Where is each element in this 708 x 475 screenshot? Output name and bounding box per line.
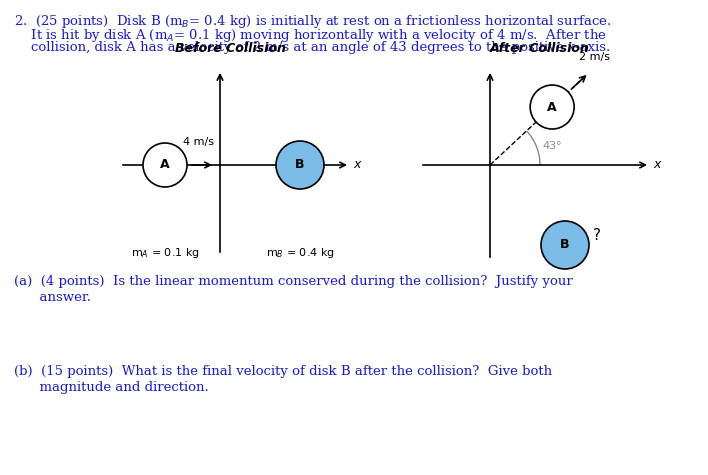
Text: A: A — [547, 101, 557, 114]
Circle shape — [143, 143, 187, 187]
Text: After Collision: After Collision — [490, 42, 590, 55]
Text: B: B — [560, 238, 570, 251]
Text: ?: ? — [593, 228, 601, 243]
Text: m$_{A}$ = 0.1 kg: m$_{A}$ = 0.1 kg — [130, 246, 200, 260]
Text: answer.: answer. — [14, 291, 91, 304]
Text: 2.  (25 points)  Disk B (m$_{B}$= 0.4 kg) is initially at rest on a frictionless: 2. (25 points) Disk B (m$_{B}$= 0.4 kg) … — [14, 13, 612, 30]
Circle shape — [530, 85, 574, 129]
Text: It is hit by disk A (m$_{A}$= 0.1 kg) moving horizontally with a velocity of 4 m: It is hit by disk A (m$_{A}$= 0.1 kg) mo… — [14, 27, 607, 44]
Text: m$_{B}$ = 0.4 kg: m$_{B}$ = 0.4 kg — [266, 246, 334, 260]
Circle shape — [276, 141, 324, 189]
Text: Before Collision: Before Collision — [175, 42, 285, 55]
Text: collision, disk A has a velocity of 2 m/s at an angle of 43 degrees to the posit: collision, disk A has a velocity of 2 m/… — [14, 41, 610, 54]
Text: 4 m/s: 4 m/s — [183, 137, 214, 147]
Text: B: B — [295, 159, 304, 171]
Text: 43°: 43° — [542, 141, 561, 151]
Text: x: x — [653, 159, 661, 171]
Text: (a)  (4 points)  Is the linear momentum conserved during the collision?  Justify: (a) (4 points) Is the linear momentum co… — [14, 275, 573, 288]
Text: (b)  (15 points)  What is the final velocity of disk B after the collision?  Giv: (b) (15 points) What is the final veloci… — [14, 365, 552, 378]
Circle shape — [541, 221, 589, 269]
Text: magnitude and direction.: magnitude and direction. — [14, 381, 209, 394]
Text: A: A — [160, 159, 170, 171]
Text: x: x — [353, 159, 360, 171]
Text: 2 m/s: 2 m/s — [579, 51, 610, 62]
